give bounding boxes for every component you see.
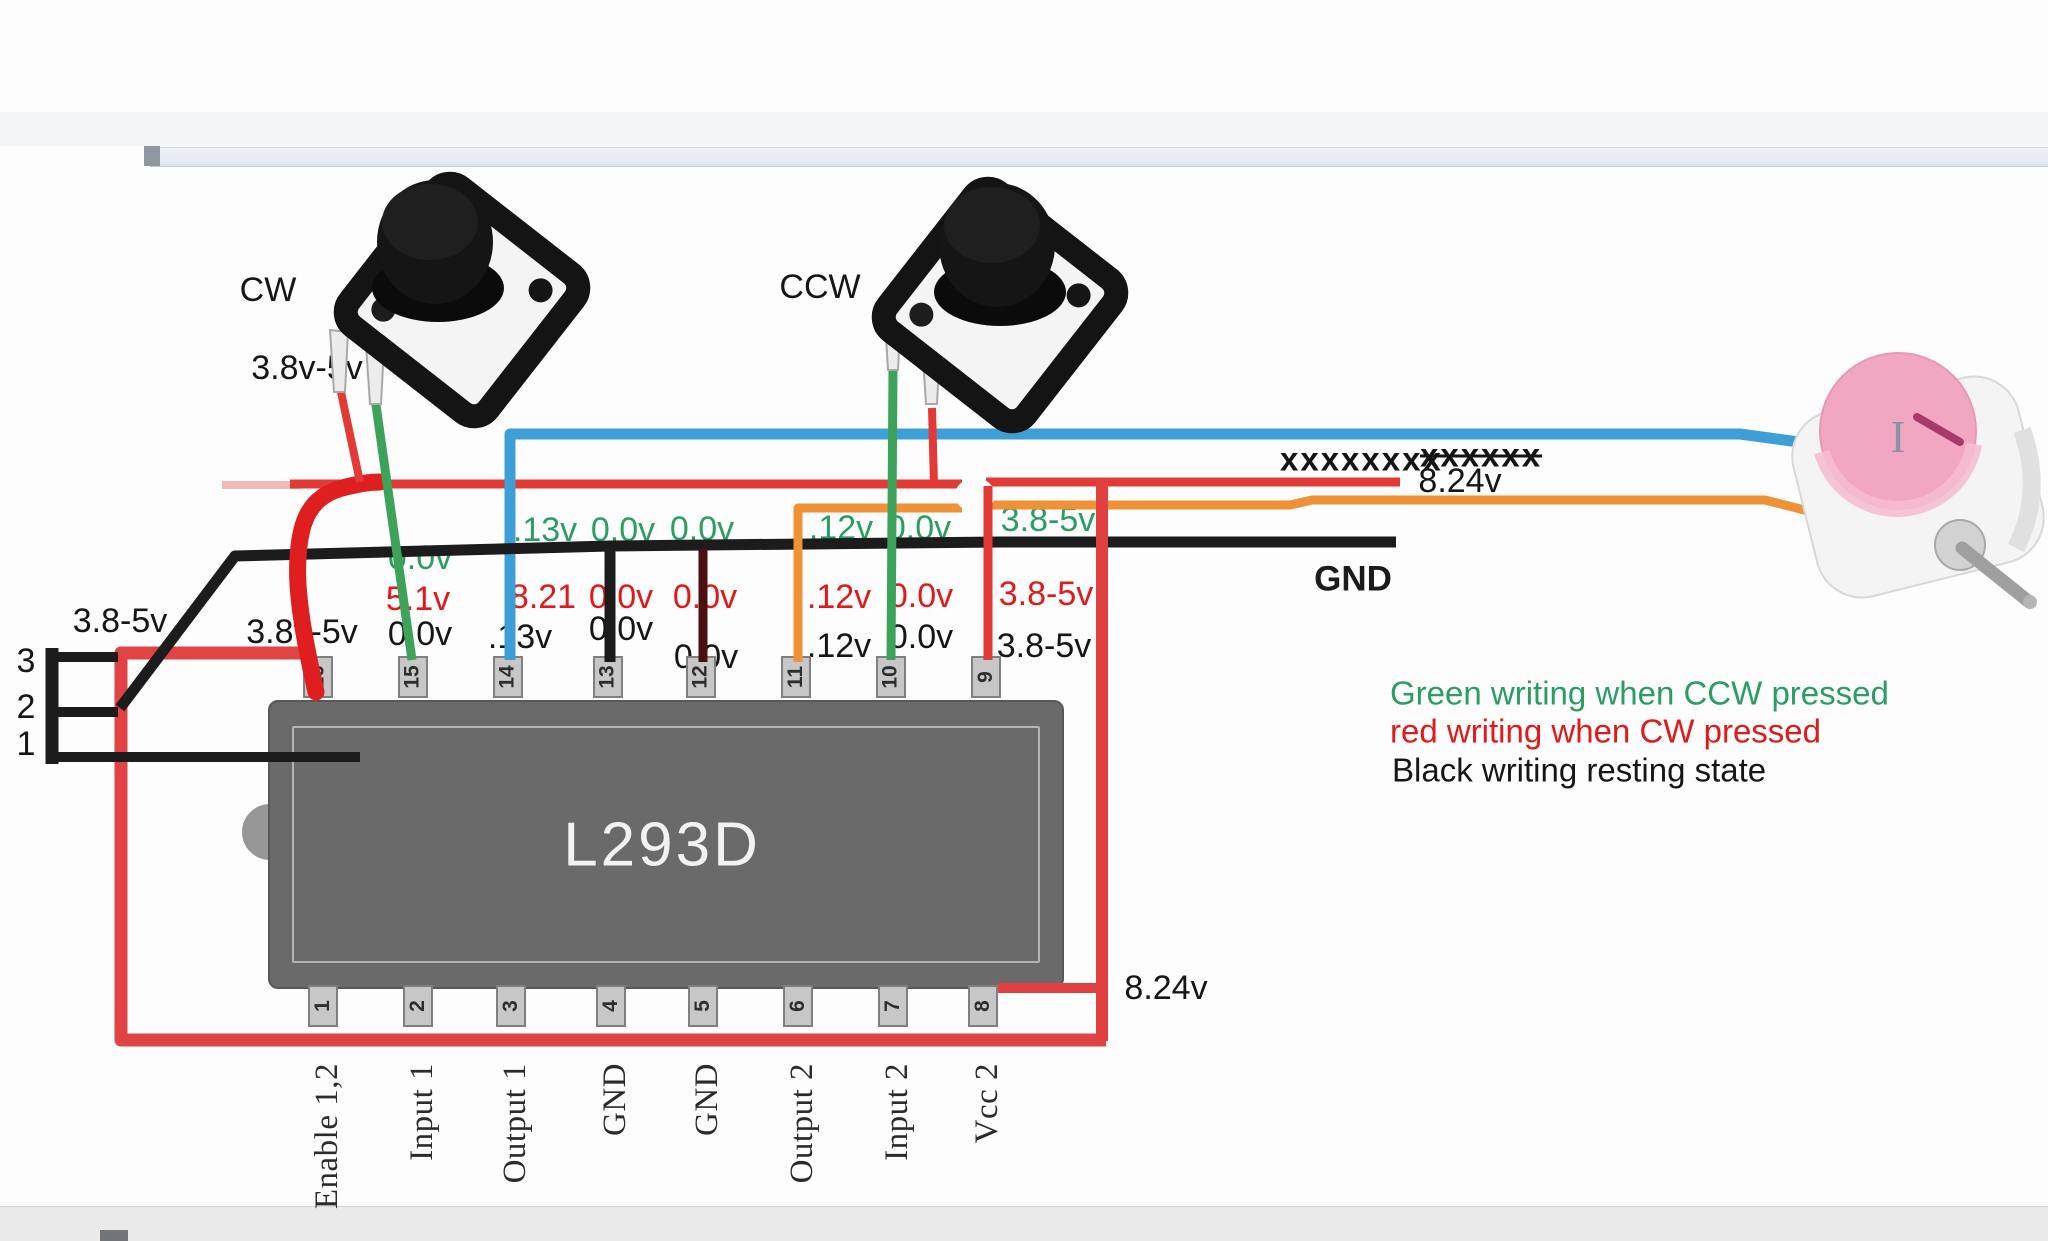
cw-button-corner-dot [528, 278, 553, 303]
bracket-3: 3 [16, 642, 36, 680]
vcc-bottom-voltage-label: 8.24v [1124, 969, 1208, 1007]
motor-body-shade [2007, 426, 2041, 553]
pin9-red-voltage: 3.8-5v [998, 575, 1094, 613]
window-strip [150, 147, 2048, 167]
window-strip-nub [144, 146, 160, 166]
pin14-red-voltage: 8.21 [509, 578, 577, 616]
pin14-green-voltage: .13v [512, 511, 578, 549]
pin-tag-3: 3 [496, 985, 526, 1027]
pin-tag-10: 10 [876, 656, 906, 698]
cw-label: CW [239, 271, 297, 309]
red-loop-wire [114, 646, 1106, 1047]
ccw-button-corner-dot [1066, 283, 1091, 308]
motor-disc-slot [1913, 413, 1964, 446]
pin-tag-1: 1 [308, 985, 338, 1027]
pin15-black-voltage: 0.0v [387, 615, 453, 653]
motor: I [1791, 352, 2045, 609]
pin-tag-6: 6 [783, 985, 813, 1027]
ccw-button [871, 176, 1129, 434]
pin-tag-7: 7 [878, 985, 908, 1027]
legend-black: Black writing resting state [1392, 751, 1767, 789]
pin-tag-14: 14 [493, 656, 523, 698]
pin9-black-voltage: 3.8-5v [996, 627, 1092, 665]
ccw-label: CCW [779, 268, 861, 306]
pin-tag-2: 2 [403, 985, 433, 1027]
chip-name: L293D [563, 810, 761, 879]
ccw-green-wire [886, 367, 898, 661]
pin13-red-voltage: 0.0v [588, 578, 654, 616]
ccw-red-stub [928, 407, 938, 487]
pin15-red-voltage: 5.1v [385, 580, 451, 618]
cw-green-wire [370, 397, 417, 661]
l293d-chip: L293D [268, 700, 1064, 989]
crossed-out-text-1: xxxxxxxx [1280, 440, 1443, 478]
orange-wire-left [793, 503, 962, 662]
chip-inner-outline [292, 726, 1040, 963]
pin11-black-voltage: .12v [806, 627, 872, 665]
pin10-red-voltage: 0.0v [888, 577, 954, 615]
motor-shaft [1955, 541, 2035, 608]
pin-tag-4: 4 [596, 985, 626, 1027]
pin13-black-voltage: 0.0v [588, 610, 654, 648]
motor-mark: I [1890, 411, 1905, 462]
orange-wire-right [988, 495, 1842, 524]
motor-shaft-tip [2023, 595, 2037, 609]
legend-green: Green writing when CCW pressed [1390, 674, 1889, 712]
motor-voltage-label: 8.24v [1418, 462, 1502, 500]
ccw-button-cap-top [944, 187, 1040, 263]
pin-tag-8: 8 [968, 985, 998, 1027]
pin-tag-15: 15 [398, 656, 428, 698]
motor-disc-band [1814, 442, 1982, 517]
pin-tag-5: 5 [688, 985, 718, 1027]
cw-red-stub [334, 377, 364, 483]
pin10-black-voltage: 0.0v [888, 618, 954, 656]
top-faint-band [0, 112, 2048, 146]
pin11-red-voltage: .12v [806, 578, 872, 616]
bracket-2: 2 [16, 688, 36, 726]
cw-button-leg-left [328, 328, 350, 393]
gnd-label: GND [1314, 559, 1392, 599]
pin-tag-13: 13 [593, 656, 623, 698]
bracket-1: 1 [16, 725, 36, 763]
bottom-dash [100, 1230, 128, 1241]
crossed-out-text-2: xxxxxx [1420, 436, 1543, 474]
pin-tag-9: 9 [971, 656, 1001, 698]
cw-button [328, 171, 591, 429]
pin14-black-voltage: .13v [487, 618, 553, 656]
cw-button-cap-top [382, 184, 478, 260]
bottom-band [0, 1206, 2048, 1241]
left-voltage-label: 3.8-5v [72, 602, 168, 640]
legend-red: red writing when CW pressed [1390, 712, 1821, 750]
pin-tag-11: 11 [781, 656, 811, 698]
thick-red-wire-pin16 [289, 473, 389, 701]
ccw-button-corner-dot [909, 302, 934, 327]
